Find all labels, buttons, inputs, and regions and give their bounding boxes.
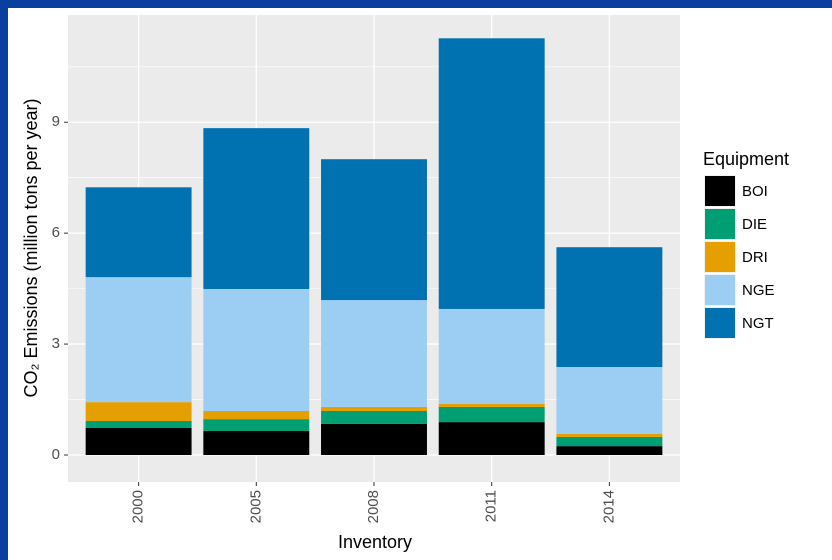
- bar-segment: [556, 436, 663, 447]
- bar-segment: [85, 428, 192, 456]
- legend-swatch: [705, 209, 735, 239]
- bar-segment: [203, 288, 310, 412]
- x-tick-label: 2000: [130, 490, 147, 523]
- legend-label: NGT: [742, 315, 774, 332]
- bar-segment: [321, 423, 427, 456]
- frame-top: [0, 0, 832, 8]
- bar-segment: [85, 187, 192, 278]
- legend-label: DIE: [742, 216, 767, 233]
- y-tick-label: 3: [52, 335, 60, 352]
- x-tick-label: 2008: [365, 490, 382, 523]
- bar-segment: [438, 422, 545, 456]
- bar-segment: [556, 433, 663, 437]
- x-tick-label: 2011: [483, 490, 500, 522]
- bar-segment: [556, 367, 663, 434]
- legend-swatch: [705, 275, 735, 305]
- bar-segment: [203, 419, 310, 431]
- legend-label: NGE: [742, 282, 775, 299]
- legend-swatch: [705, 242, 735, 272]
- legend-swatch: [705, 308, 735, 338]
- bar-segment: [321, 159, 427, 301]
- y-tick-label: 0: [52, 446, 60, 463]
- legend-label: DRI: [742, 249, 768, 266]
- x-tick-label: 2005: [247, 490, 264, 523]
- bar-segment: [321, 411, 427, 424]
- bar-segment: [556, 247, 663, 368]
- bar-segment: [203, 128, 310, 289]
- bar-segment: [438, 38, 545, 309]
- bar-segment: [438, 308, 545, 404]
- bar-segment: [438, 403, 545, 407]
- legend-swatch: [705, 176, 735, 206]
- y-axis-title: CO₂ Emissions (million tons per year): [21, 98, 41, 397]
- bar-segment: [85, 402, 192, 421]
- bar-segment: [203, 411, 310, 420]
- bar-segment: [321, 406, 427, 412]
- bar-segment: [321, 300, 427, 407]
- x-tick-label: 2014: [600, 490, 617, 523]
- legend-title: Equipment: [703, 149, 789, 169]
- bar-segment: [438, 406, 545, 423]
- bar-segment: [85, 420, 192, 429]
- y-tick-label: 9: [52, 113, 60, 130]
- bar-segment: [556, 446, 663, 456]
- bar-segment: [203, 430, 310, 456]
- frame-left: [0, 0, 8, 560]
- y-tick-label: 6: [52, 224, 60, 241]
- x-axis-title: Inventory: [338, 532, 412, 552]
- legend-label: BOI: [742, 183, 768, 200]
- bar-segment: [85, 277, 192, 403]
